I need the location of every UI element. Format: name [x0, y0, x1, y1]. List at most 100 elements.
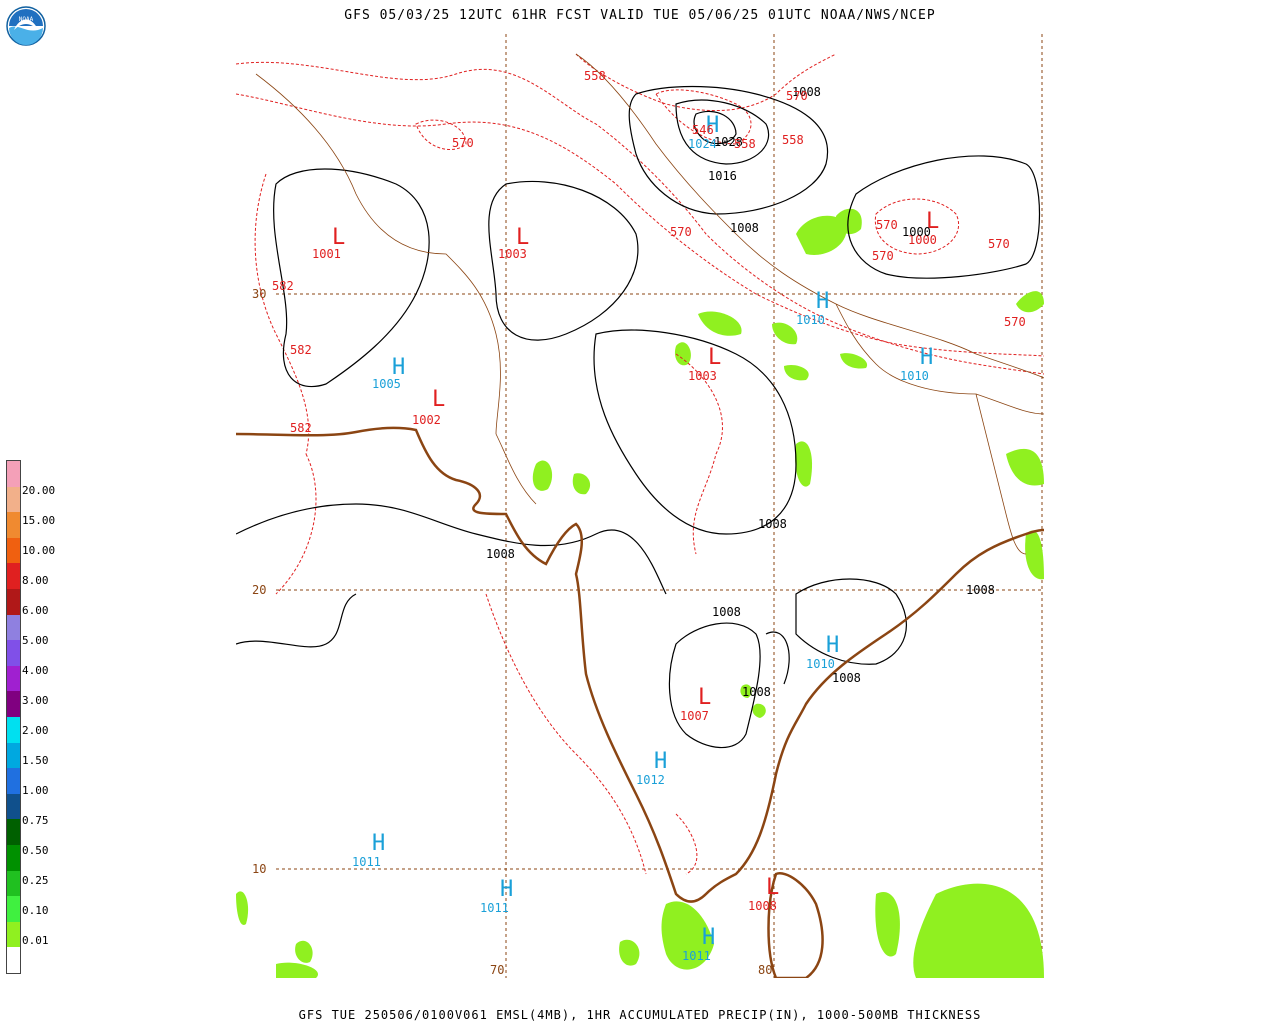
legend-color-swatch	[7, 793, 20, 820]
map-title: GFS 05/03/25 12UTC 61HR FCST VALID TUE 0…	[344, 8, 936, 23]
legend-label: 1.00	[22, 784, 49, 797]
isobar-label: 1008	[712, 605, 741, 619]
isobar-label: 1008	[742, 685, 771, 699]
high-letter: H	[372, 831, 385, 856]
legend-label: 6.00	[22, 604, 49, 617]
legend-color-swatch	[7, 717, 20, 743]
legend-color-swatch	[7, 665, 20, 692]
legend-color-swatch	[7, 691, 20, 717]
low-letter: L	[698, 685, 711, 710]
noaa-logo-icon: NOAA	[6, 6, 46, 46]
lon-label: 70	[490, 963, 504, 977]
legend-label: 0.75	[22, 814, 49, 827]
legend-label: 0.25	[22, 874, 49, 887]
thickness-label: 570	[670, 225, 692, 239]
high-value: 1011	[352, 855, 381, 869]
isobar-label: 1008	[758, 517, 787, 531]
logo-text: NOAA	[19, 16, 34, 23]
thickness-label: 570	[786, 89, 808, 103]
thickness-label: 558	[584, 69, 606, 83]
high-letter: H	[654, 749, 667, 774]
high-letter: H	[826, 633, 839, 658]
legend-color-swatch	[7, 921, 20, 948]
low-value: 1001	[312, 247, 341, 261]
legend-label: 8.00	[22, 574, 49, 587]
legend-label: 3.00	[22, 694, 49, 707]
thickness-label: 582	[290, 421, 312, 435]
high-letter: H	[920, 345, 933, 370]
precip-areas	[236, 208, 1044, 978]
low-value: 1008	[748, 899, 777, 913]
legend-color-swatch	[7, 640, 20, 666]
high-value: 1005	[372, 377, 401, 391]
low-value: 1007	[680, 709, 709, 723]
thickness-label: 558	[734, 137, 756, 151]
thickness-label: 570	[452, 136, 474, 150]
high-value: 1011	[682, 949, 711, 963]
lat-labels: 30 20 10	[252, 287, 266, 876]
high-value: 1010	[796, 313, 825, 327]
legend-color-swatch	[7, 461, 20, 487]
lat-label: 30	[252, 287, 266, 301]
legend-color-swatch	[7, 563, 20, 589]
lat-lon-grid	[276, 34, 1044, 978]
low-letter: L	[766, 875, 779, 900]
low-value: 1000	[908, 233, 937, 247]
thickness-label: 546	[692, 123, 714, 137]
low-letter: L	[432, 387, 445, 412]
low-letter: L	[708, 345, 721, 370]
thickness-label: 570	[872, 249, 894, 263]
legend-label: 0.10	[22, 904, 49, 917]
lon-label: 80	[758, 963, 772, 977]
legend-color-swatch	[7, 614, 20, 641]
thickness-label: 582	[290, 343, 312, 357]
legend-label: 15.00	[22, 514, 56, 527]
isobar-labels: 1008 1016 1008 1008 1008 1008 1008 1008 …	[486, 85, 995, 699]
isobar-label: 1008	[730, 221, 759, 235]
high-value: 1024	[688, 137, 717, 151]
legend-color-swatch	[7, 819, 20, 845]
isobar-label: 1028	[714, 135, 743, 149]
thickness-contours	[236, 53, 1044, 875]
legend-color-swatch	[7, 512, 20, 538]
lat-label: 20	[252, 583, 266, 597]
precip-legend: 20.00 15.00 10.00 8.00 6.00 5.00 4.00 3.00 2.00 1…	[6, 460, 76, 974]
isobar-label: 1008	[792, 85, 821, 99]
isobar-label: 1008	[486, 547, 515, 561]
isobar-label: 1008	[832, 671, 861, 685]
thickness-label: 558	[782, 133, 804, 147]
legend-color-swatch	[7, 870, 20, 897]
high-value: 1011	[480, 901, 509, 915]
high-value: 1010	[900, 369, 929, 383]
high-letter: H	[706, 113, 719, 138]
legend-color-swatch	[7, 896, 20, 922]
low-value: 1003	[688, 369, 717, 383]
legend-label: 0.01	[22, 934, 49, 947]
isobar-contours	[236, 85, 1041, 749]
high-value: 1010	[806, 657, 835, 671]
lon-labels: 70 80	[490, 963, 772, 977]
thickness-label: 570	[988, 237, 1010, 251]
country-borders	[255, 53, 1044, 555]
legend-label: 20.00	[22, 484, 56, 497]
isobar-label: 1016	[708, 169, 737, 183]
thickness-labels: 558 570 570 582 582 582 546 558 558 570 …	[272, 69, 1026, 435]
isobar-label: 1000	[902, 225, 931, 239]
thickness-label: 570	[1004, 315, 1026, 329]
